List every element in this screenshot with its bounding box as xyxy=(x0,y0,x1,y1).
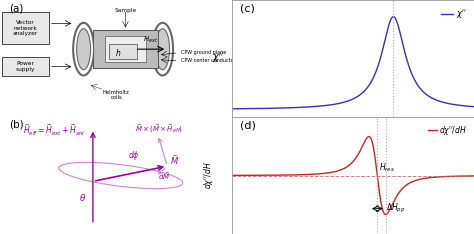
Y-axis label: $\chi''$: $\chi''$ xyxy=(211,52,224,65)
Text: $\vec{H}_{eff} = \vec{H}_{ext} + \vec{H}_{ani}$: $\vec{H}_{eff} = \vec{H}_{ext} + \vec{H}… xyxy=(23,123,86,138)
Ellipse shape xyxy=(77,29,91,70)
Text: $d\vec{M}$: $d\vec{M}$ xyxy=(158,171,170,182)
Text: (a): (a) xyxy=(9,4,24,14)
Bar xyxy=(2,57,49,76)
Bar xyxy=(2,12,49,44)
Text: $H_{res}$: $H_{res}$ xyxy=(379,161,395,174)
Bar xyxy=(93,30,158,68)
Text: $\vec{M} \times (\vec{M} \times \vec{H}_{eff})$: $\vec{M} \times (\vec{M} \times \vec{H}_… xyxy=(135,123,183,135)
Text: Power
supply: Power supply xyxy=(16,61,35,72)
Text: CPW center conductor: CPW center conductor xyxy=(181,58,236,63)
Y-axis label: $d\chi''/dH$: $d\chi''/dH$ xyxy=(202,161,215,190)
Text: CPW ground plane: CPW ground plane xyxy=(181,50,227,55)
Text: $\Delta H_{pp}$: $\Delta H_{pp}$ xyxy=(386,202,406,215)
Text: (d): (d) xyxy=(239,121,255,131)
Text: Sample: Sample xyxy=(114,8,137,13)
Bar xyxy=(109,44,137,58)
Text: Helmholtz
coils: Helmholtz coils xyxy=(103,90,129,100)
Text: $\vec{M}$: $\vec{M}$ xyxy=(170,153,179,167)
Text: $\theta$: $\theta$ xyxy=(79,192,86,203)
Text: (b): (b) xyxy=(9,119,24,129)
Text: $H_{ext}$: $H_{ext}$ xyxy=(143,35,159,45)
Ellipse shape xyxy=(155,29,170,70)
Bar xyxy=(104,36,146,62)
Text: Vector
network
analyzer: Vector network analyzer xyxy=(13,20,38,36)
Legend: $d\chi''/dH$: $d\chi''/dH$ xyxy=(425,121,470,140)
Text: $h$: $h$ xyxy=(115,47,122,58)
Text: $d\phi$: $d\phi$ xyxy=(128,149,139,162)
Legend: $\chi''$: $\chi''$ xyxy=(438,4,470,24)
Text: $H_{res}$: $H_{res}$ xyxy=(395,115,411,128)
Text: (c): (c) xyxy=(239,4,255,14)
